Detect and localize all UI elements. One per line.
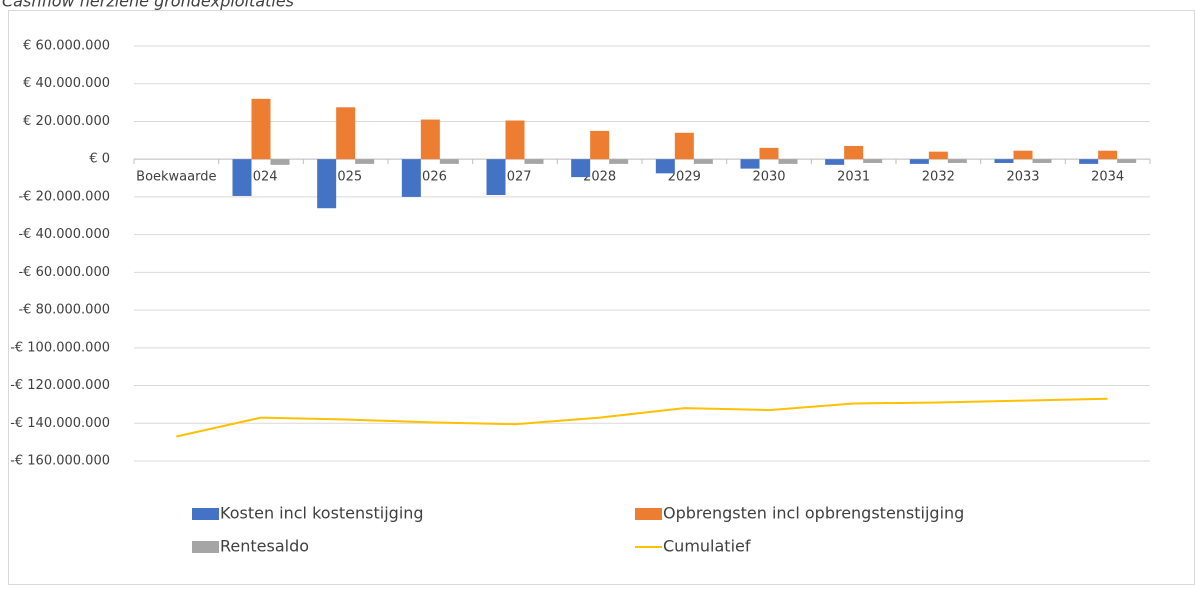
chart-frame bbox=[8, 10, 1195, 585]
bar bbox=[825, 159, 845, 165]
legend-label: Cumulatief bbox=[663, 537, 751, 556]
bar bbox=[740, 159, 760, 169]
bar bbox=[609, 159, 629, 164]
y-tick-label: -€ 20.000.000 bbox=[18, 189, 110, 204]
chart-title: Cashflow herziene grondexploitaties bbox=[2, 0, 294, 11]
bar bbox=[524, 159, 544, 164]
x-tick-label: 2032 bbox=[922, 170, 955, 185]
y-tick-label: -€ 40.000.000 bbox=[18, 227, 110, 242]
bar bbox=[994, 159, 1014, 163]
bar bbox=[420, 119, 440, 160]
x-tick-label: Boekwaarde bbox=[136, 170, 216, 185]
bar bbox=[355, 159, 375, 164]
legend-label: Kosten incl kostenstijging bbox=[220, 504, 424, 523]
bar bbox=[844, 145, 864, 160]
x-tick-label: 2030 bbox=[752, 170, 785, 185]
legend-label: Rentesaldo bbox=[220, 537, 309, 556]
bar bbox=[401, 159, 421, 197]
legend-swatch bbox=[192, 508, 219, 520]
bar bbox=[1013, 150, 1033, 160]
bar bbox=[251, 98, 271, 160]
x-tick-label: 2029 bbox=[668, 170, 701, 185]
y-tick-label: -€ 60.000.000 bbox=[18, 265, 110, 280]
bar bbox=[505, 120, 525, 160]
bar bbox=[655, 159, 675, 174]
bar bbox=[693, 159, 713, 164]
legend-swatch bbox=[635, 508, 662, 520]
y-tick-label: -€ 140.000.000 bbox=[10, 416, 110, 431]
y-tick-label: € 20.000.000 bbox=[23, 114, 110, 129]
x-tick-label: 2033 bbox=[1006, 170, 1039, 185]
bar bbox=[928, 151, 948, 160]
bar bbox=[863, 159, 883, 163]
legend-label: Opbrengsten incl opbrengstenstijging bbox=[663, 504, 964, 523]
x-tick-label: 2034 bbox=[1091, 170, 1124, 185]
y-tick-label: -€ 100.000.000 bbox=[10, 340, 110, 355]
x-tick-label: 2028 bbox=[583, 170, 616, 185]
bar bbox=[571, 159, 591, 178]
bar bbox=[1032, 159, 1052, 163]
bar bbox=[336, 107, 356, 160]
bar bbox=[1079, 159, 1099, 164]
x-tick-label: 2031 bbox=[837, 170, 870, 185]
bar bbox=[759, 147, 779, 160]
bar bbox=[1117, 159, 1137, 163]
y-tick-label: -€ 80.000.000 bbox=[18, 303, 110, 318]
bar bbox=[947, 159, 967, 163]
x-tick-label: 2027 bbox=[498, 170, 531, 185]
x-tick-label: 2025 bbox=[329, 170, 362, 185]
bar bbox=[909, 159, 929, 164]
y-tick-label: € 60.000.000 bbox=[23, 39, 110, 54]
bar bbox=[486, 159, 506, 196]
line-series bbox=[176, 397, 1108, 438]
bar bbox=[1098, 150, 1118, 160]
bar bbox=[778, 159, 798, 164]
x-tick-label: 2026 bbox=[414, 170, 447, 185]
y-tick-label: € 40.000.000 bbox=[23, 76, 110, 91]
bar bbox=[232, 159, 252, 196]
bar bbox=[317, 159, 337, 209]
x-tick-label: 2024 bbox=[244, 170, 277, 185]
y-tick-label: € 0 bbox=[89, 152, 110, 167]
bar bbox=[439, 159, 459, 164]
y-tick-label: -€ 120.000.000 bbox=[10, 378, 110, 393]
bar bbox=[674, 132, 694, 160]
legend-swatch bbox=[192, 541, 219, 553]
y-tick-label: -€ 160.000.000 bbox=[10, 454, 110, 469]
bar bbox=[270, 159, 290, 165]
bar bbox=[590, 130, 610, 160]
